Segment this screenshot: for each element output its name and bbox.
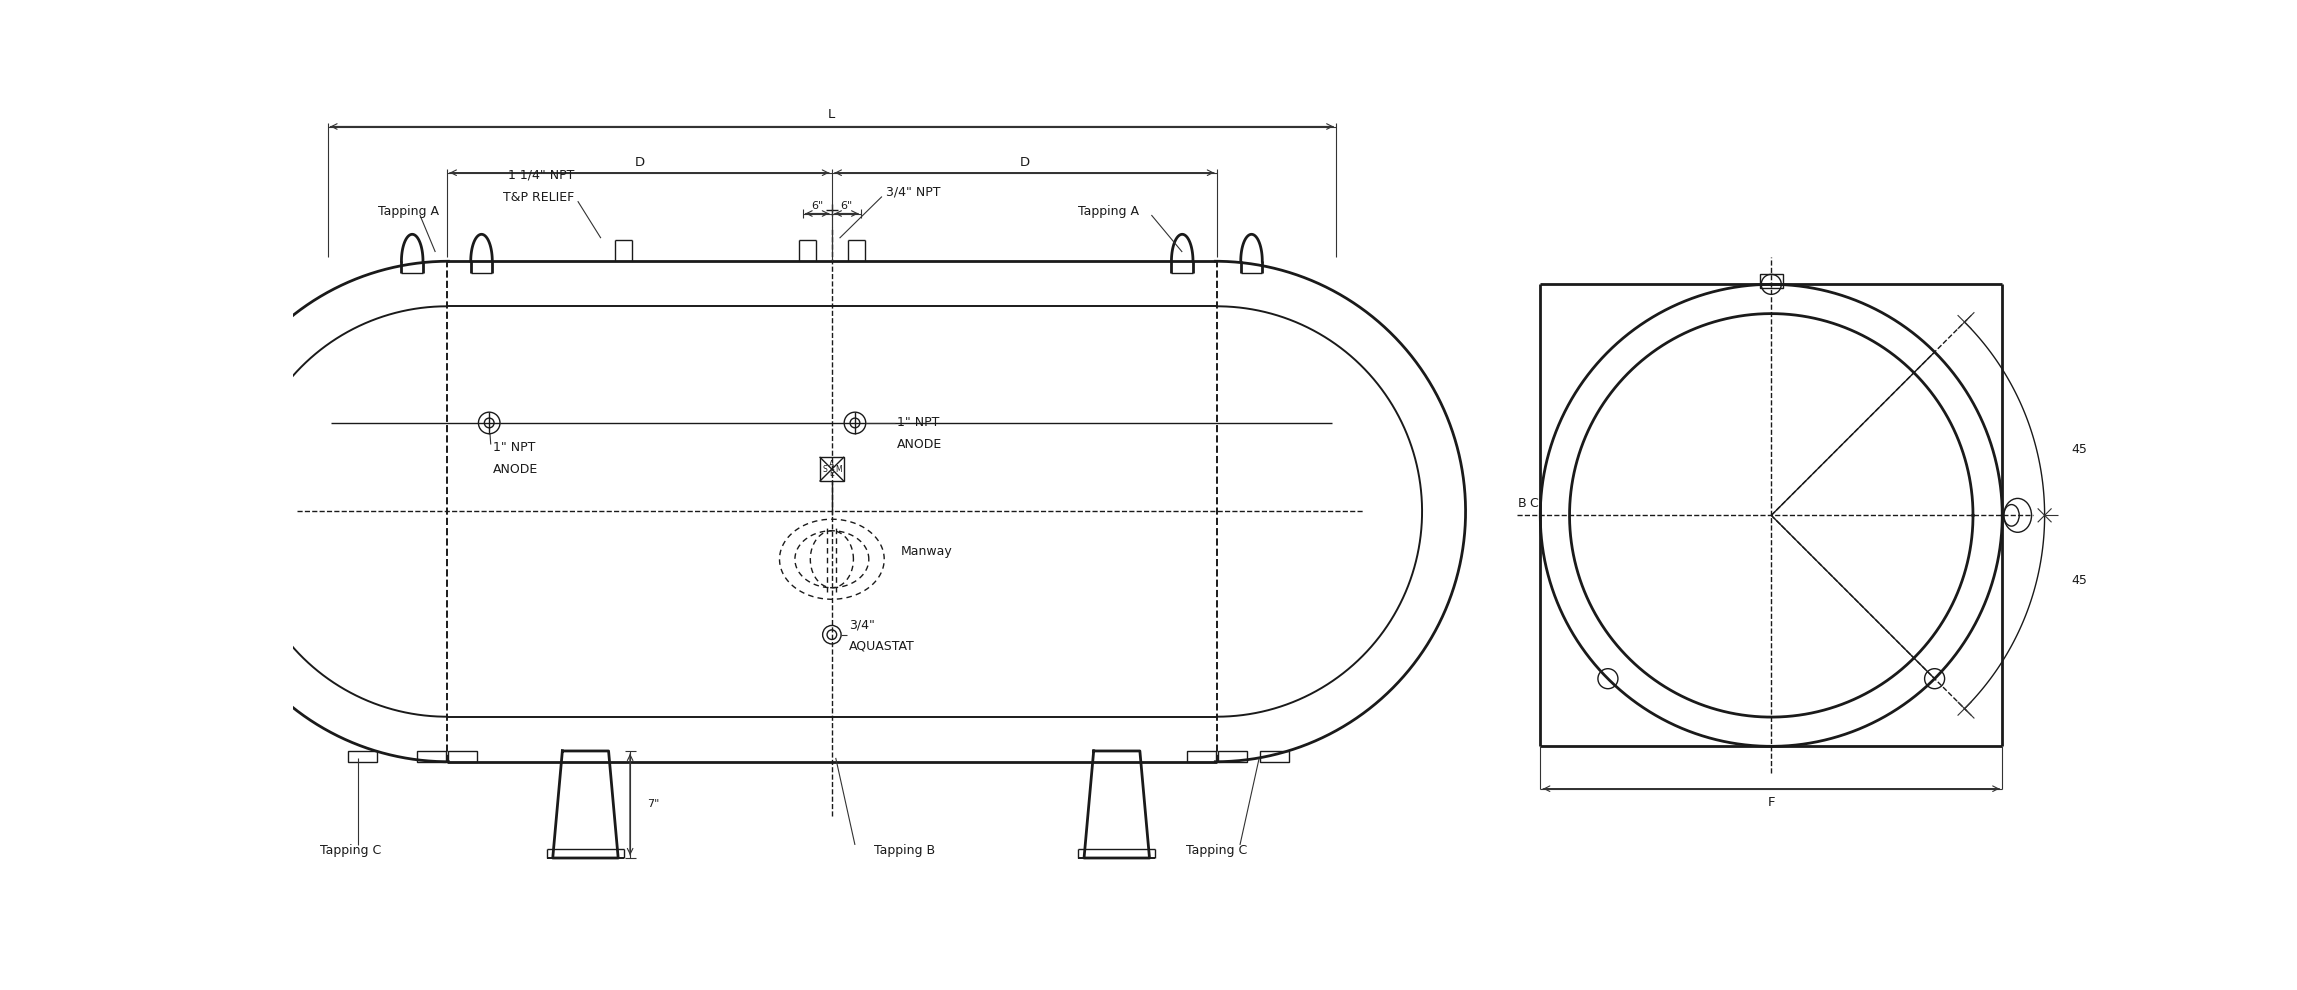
Text: 6": 6" bbox=[811, 201, 822, 211]
Bar bbox=[1760, 274, 1782, 288]
Text: 1" NPT: 1" NPT bbox=[898, 417, 939, 430]
Text: B: B bbox=[1518, 497, 1528, 510]
Text: Manway: Manway bbox=[900, 545, 953, 558]
Text: E: E bbox=[829, 469, 834, 478]
Text: 3/4": 3/4" bbox=[850, 619, 875, 632]
Bar bbox=[448, 751, 478, 761]
Text: 1 1/4" NPT: 1 1/4" NPT bbox=[508, 168, 574, 181]
Text: AQUASTAT: AQUASTAT bbox=[850, 640, 914, 652]
Text: 1" NPT: 1" NPT bbox=[494, 442, 535, 454]
Text: Tapping A: Tapping A bbox=[377, 205, 439, 218]
Text: 7": 7" bbox=[648, 800, 659, 810]
Text: 45: 45 bbox=[2072, 574, 2088, 587]
Text: Tapping B: Tapping B bbox=[875, 843, 935, 856]
Text: S: S bbox=[822, 464, 827, 473]
Bar bbox=[1217, 751, 1247, 761]
Text: M: M bbox=[836, 464, 843, 473]
Text: Tapping A: Tapping A bbox=[1077, 205, 1139, 218]
Text: 3/4" NPT: 3/4" NPT bbox=[887, 185, 939, 198]
Bar bbox=[347, 751, 377, 761]
Text: ANODE: ANODE bbox=[898, 438, 942, 451]
Bar bbox=[1188, 751, 1215, 761]
Text: 45: 45 bbox=[2072, 444, 2088, 456]
Bar bbox=[416, 751, 446, 761]
Text: T&P RELIEF: T&P RELIEF bbox=[503, 191, 574, 204]
Text: A: A bbox=[829, 460, 834, 469]
Bar bbox=[1261, 751, 1289, 761]
Text: D: D bbox=[634, 156, 645, 169]
Text: C: C bbox=[1530, 497, 1539, 510]
Bar bbox=[820, 456, 845, 481]
Text: D: D bbox=[1020, 156, 1029, 169]
Text: F: F bbox=[1766, 796, 1776, 809]
Text: Tapping C: Tapping C bbox=[319, 843, 381, 856]
Text: L: L bbox=[829, 108, 836, 121]
Text: Tapping C: Tapping C bbox=[1185, 843, 1247, 856]
Text: ANODE: ANODE bbox=[494, 462, 537, 475]
Text: 6": 6" bbox=[841, 201, 852, 211]
